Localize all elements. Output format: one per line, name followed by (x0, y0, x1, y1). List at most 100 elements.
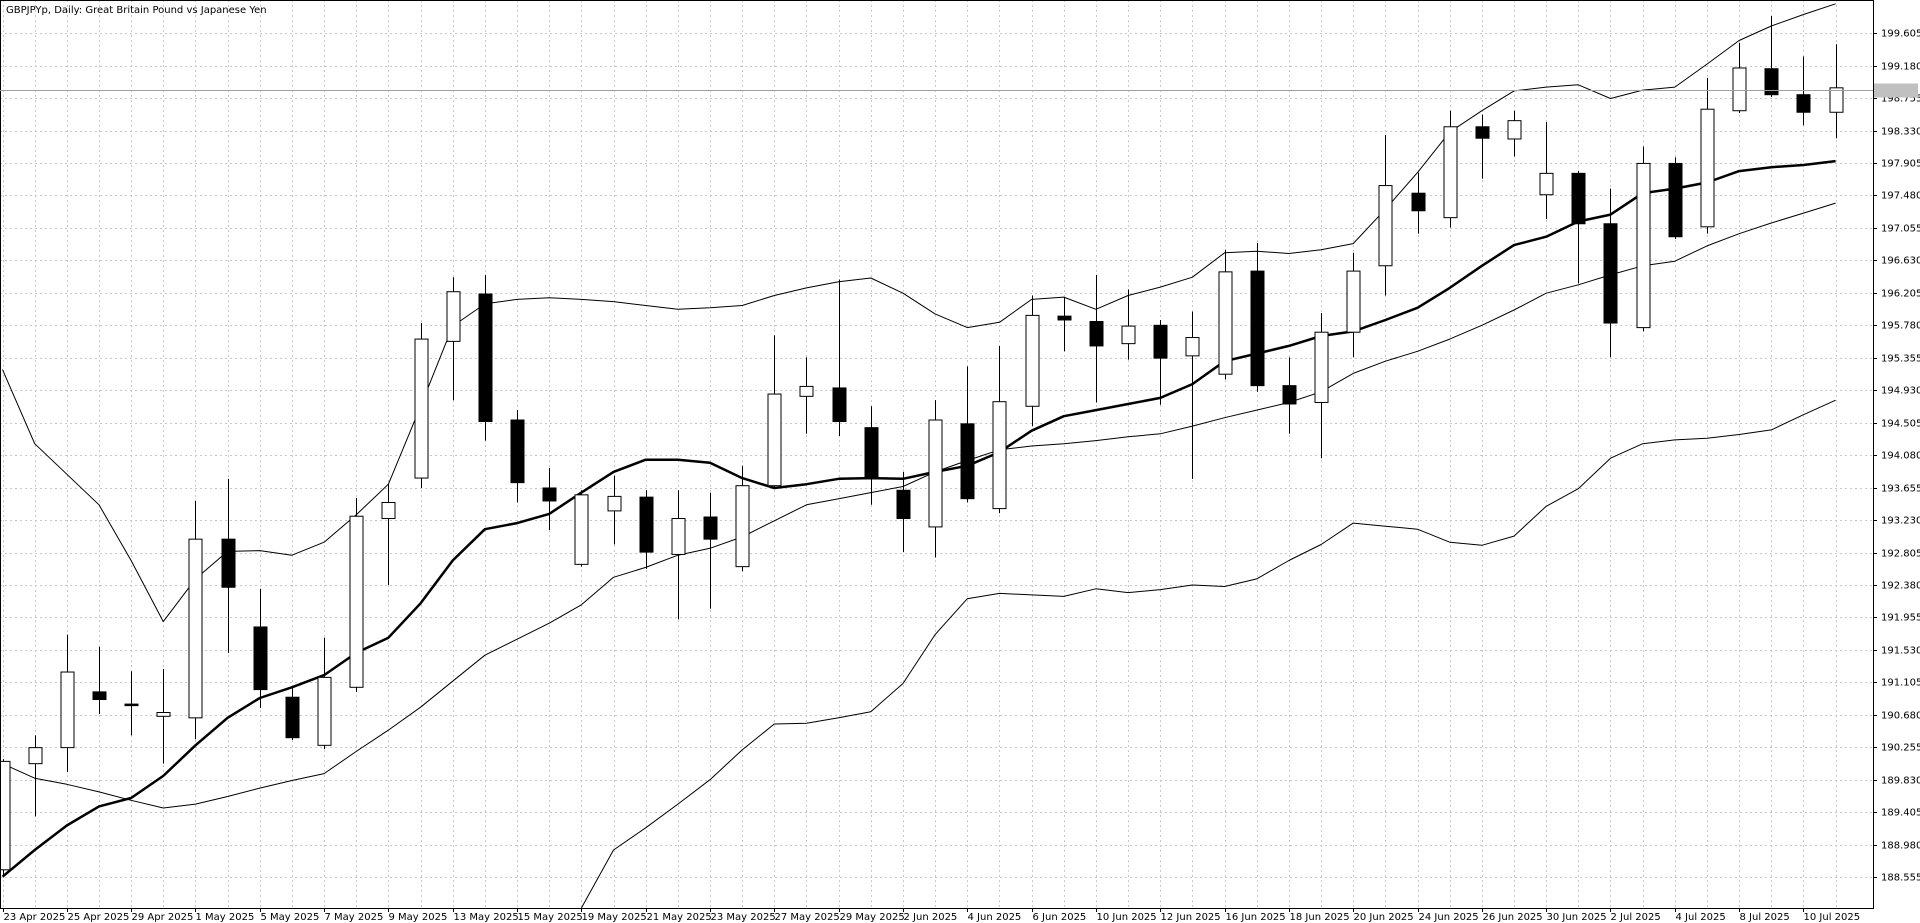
candle-body (896, 489, 911, 520)
x-tick-label: 8 Jul 2025 (1740, 912, 1790, 923)
x-tick-label: 5 May 2025 (261, 912, 320, 923)
y-tick-label: 195.355 (1881, 354, 1920, 365)
y-tick-label: 191.530 (1881, 646, 1920, 657)
candle-body (253, 626, 268, 691)
y-tick-label: 194.930 (1881, 386, 1920, 397)
candle-body (1089, 321, 1104, 347)
candle-body (1636, 162, 1651, 329)
y-tick-label: 199.605 (1881, 29, 1920, 40)
candle-body (1443, 126, 1458, 219)
candle-body (60, 671, 75, 749)
candle-body (1700, 108, 1715, 228)
candle-body (1571, 172, 1586, 225)
candle-body (1411, 192, 1426, 212)
current-price-marker (1874, 83, 1918, 98)
y-tick-label: 196.630 (1881, 256, 1920, 267)
candle-body (1603, 223, 1618, 324)
candle-body (1764, 68, 1779, 96)
candle-body (1025, 314, 1040, 407)
candle-body (156, 712, 171, 717)
candle-body (864, 427, 879, 478)
candle-body (928, 419, 943, 528)
candle-body (542, 487, 557, 502)
x-tick-label: 27 May 2025 (775, 912, 840, 923)
candle-body (1153, 324, 1168, 359)
x-tick-label: 20 Jun 2025 (1354, 912, 1414, 923)
x-tick-label: 1 May 2025 (196, 912, 255, 923)
x-tick-label: 7 May 2025 (325, 912, 384, 923)
candle-body (1057, 315, 1072, 321)
y-tick-label: 189.405 (1881, 808, 1920, 819)
x-tick-label: 24 Jun 2025 (1419, 912, 1479, 923)
overlay-line (1, 159, 1836, 878)
y-tick-label: 196.205 (1881, 289, 1920, 300)
candle-body (1185, 337, 1200, 357)
candle-body (1121, 325, 1136, 345)
candle-body (1829, 87, 1844, 113)
x-tick-label: 15 May 2025 (518, 912, 583, 923)
candle-body (28, 747, 43, 765)
y-tick-label: 194.080 (1881, 451, 1920, 462)
x-tick-label: 4 Jun 2025 (968, 912, 1022, 923)
plot-frame (0, 0, 1874, 909)
candle-body (703, 516, 718, 540)
candle-body (1346, 270, 1361, 333)
y-tick-label: 192.805 (1881, 549, 1920, 560)
candle-body (92, 691, 107, 701)
candle-body (188, 538, 203, 719)
candle-body (381, 501, 396, 520)
x-tick-label: 10 Jul 2025 (1804, 912, 1861, 923)
candle-body (1475, 126, 1490, 139)
x-tick-label: 23 Apr 2025 (4, 912, 66, 923)
candle-body (510, 419, 525, 484)
overlay-line (2, 202, 1836, 809)
candle-body (960, 423, 975, 500)
y-tick-label: 194.505 (1881, 419, 1920, 430)
overlay-line (2, 3, 1836, 623)
candle-body (317, 676, 332, 746)
candle-body (0, 760, 11, 871)
candle-body (1250, 270, 1265, 387)
x-tick-label: 2 Jul 2025 (1611, 912, 1661, 923)
y-tick-label: 197.905 (1881, 159, 1920, 170)
y-tick-label: 197.055 (1881, 224, 1920, 235)
x-tick-label: 30 Jun 2025 (1547, 912, 1607, 923)
y-tick-label: 191.105 (1881, 678, 1920, 689)
y-tick-label: 199.180 (1881, 62, 1920, 73)
x-tick-label: 23 May 2025 (711, 912, 776, 923)
x-tick-label: 21 May 2025 (647, 912, 712, 923)
y-tick-label: 190.255 (1881, 743, 1920, 754)
candle-body (832, 387, 847, 423)
x-tick-label: 26 Jun 2025 (1483, 912, 1543, 923)
candle-body (574, 494, 589, 565)
candle-body (639, 496, 654, 553)
x-tick-label: 13 May 2025 (454, 912, 519, 923)
overlay-line (580, 399, 1836, 909)
y-tick-label: 189.830 (1881, 776, 1920, 787)
y-tick-label: 198.755 (1881, 94, 1920, 105)
x-tick-label: 12 Jun 2025 (1161, 912, 1221, 923)
candle-body (478, 293, 493, 423)
candle-body (607, 495, 622, 512)
y-tick-label: 195.780 (1881, 321, 1920, 332)
chart-title: GBPJPYp, Daily: Great Britain Pound vs J… (6, 5, 267, 16)
x-tick-label: 29 May 2025 (840, 912, 905, 923)
candle-body (992, 401, 1007, 510)
candle-body (671, 518, 686, 555)
x-tick-label: 4 Jul 2025 (1676, 912, 1726, 923)
candle-body (799, 385, 814, 397)
y-tick-label: 188.555 (1881, 873, 1920, 884)
candle-body (124, 703, 139, 707)
y-tick-label: 197.480 (1881, 191, 1920, 202)
candle-body (1378, 185, 1393, 267)
y-tick-label: 198.330 (1881, 127, 1920, 138)
candle-body (285, 696, 300, 739)
x-tick-label: 25 Apr 2025 (68, 912, 130, 923)
y-tick-label: 193.655 (1881, 484, 1920, 495)
candle-body (414, 338, 429, 479)
candle-body (1796, 94, 1811, 113)
x-tick-label: 18 Jun 2025 (1290, 912, 1350, 923)
